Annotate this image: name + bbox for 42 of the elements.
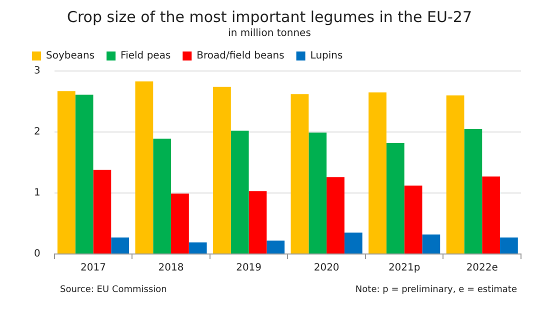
legend-label: Broad/field beans <box>196 50 284 62</box>
bar <box>368 92 386 254</box>
bar <box>57 91 76 254</box>
bar <box>308 132 327 254</box>
source-note: Source: EU Commission <box>60 285 167 295</box>
bar <box>404 186 422 254</box>
bar <box>446 95 464 254</box>
bar <box>171 194 189 254</box>
bar <box>500 238 518 254</box>
bar <box>188 242 207 254</box>
y-tick-label: 3 <box>34 66 40 77</box>
x-tick-label: 2018 <box>158 262 184 274</box>
bar <box>75 94 94 254</box>
bar <box>213 86 231 254</box>
x-tick-label: 2017 <box>80 262 106 274</box>
legend-label: Field peas <box>120 50 171 62</box>
x-tick-label: 2019 <box>236 262 262 274</box>
y-tick-label: 2 <box>34 126 40 138</box>
bar <box>111 238 130 254</box>
chart-title: Crop size of the most important legumes in the EU-27 <box>66 8 473 26</box>
bar <box>153 138 172 254</box>
bar <box>422 234 440 254</box>
y-tick-label: 1 <box>34 188 40 199</box>
x-tick-label: 2022e <box>466 262 498 274</box>
text: Note: p = preliminary, e = estimate <box>355 285 517 295</box>
bar <box>248 191 267 254</box>
chart-subtitle: in million tonnes <box>227 28 312 39</box>
bar <box>290 94 309 254</box>
bar <box>464 128 482 254</box>
x-tick-label: 2021p <box>388 262 420 274</box>
bar <box>135 81 154 254</box>
bar <box>482 176 500 254</box>
bar <box>266 240 285 254</box>
bar <box>326 177 344 254</box>
legend-label: Soybeans <box>46 50 95 62</box>
bar <box>344 232 362 254</box>
x-tick-label: 2020 <box>314 262 340 274</box>
legend-label: Lupins <box>310 50 343 62</box>
bar <box>230 130 249 254</box>
bar <box>93 170 112 254</box>
bar <box>386 142 404 254</box>
y-tick-label: 0 <box>34 248 40 260</box>
